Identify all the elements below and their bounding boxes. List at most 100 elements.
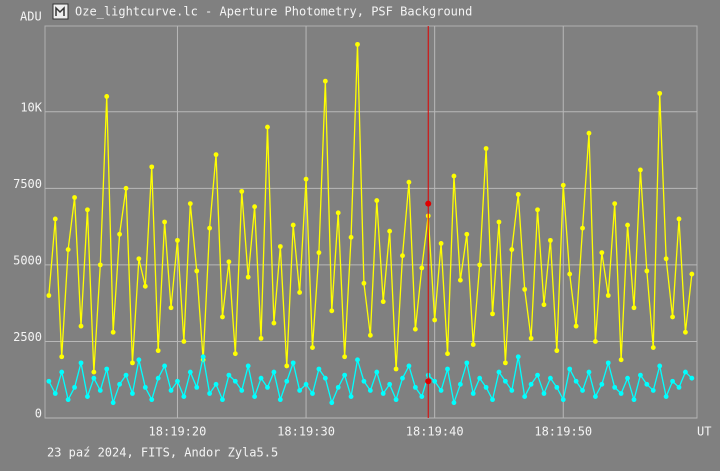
- data-point: [265, 384, 270, 390]
- data-point: [130, 360, 135, 366]
- data-point: [232, 378, 238, 384]
- data-point: [232, 351, 238, 357]
- data-point: [290, 360, 296, 366]
- data-point: [438, 388, 444, 393]
- data-point: [310, 345, 315, 350]
- data-point: [284, 363, 290, 369]
- data-point: [367, 332, 373, 338]
- data-point: [689, 271, 695, 277]
- data-point: [663, 394, 669, 399]
- data-point: [541, 302, 547, 308]
- data-point: [605, 293, 611, 298]
- data-point: [355, 41, 360, 47]
- data-point: [593, 339, 598, 344]
- footer: 23 paź 2024, FITS, Andor Zyla5.5: [47, 446, 278, 460]
- data-point: [689, 375, 695, 381]
- data-point: [149, 397, 155, 403]
- data-point: [567, 271, 573, 277]
- data-point: [657, 90, 663, 96]
- data-point: [213, 381, 219, 387]
- data-point: [683, 369, 688, 375]
- data-point: [110, 329, 116, 335]
- data-point: [644, 381, 650, 387]
- data-point: [136, 256, 142, 262]
- data-point: [547, 237, 553, 243]
- y-tick-label: 2500: [13, 330, 42, 344]
- data-point: [284, 378, 290, 384]
- data-point: [670, 378, 675, 384]
- data-point: [380, 299, 386, 305]
- data-point: [470, 391, 476, 396]
- y-tick-label: 5000: [13, 253, 42, 267]
- data-point: [348, 234, 354, 240]
- data-point: [52, 391, 58, 396]
- data-point: [560, 182, 566, 188]
- data-point: [117, 231, 122, 237]
- data-point: [535, 372, 540, 378]
- data-point: [271, 369, 277, 375]
- data-point: [644, 268, 650, 274]
- data-point: [123, 372, 129, 378]
- data-point: [650, 388, 656, 393]
- data-point: [142, 384, 148, 390]
- y-unit: ADU: [20, 10, 42, 24]
- data-point: [329, 308, 335, 314]
- data-point: [226, 259, 232, 265]
- data-point: [483, 146, 489, 151]
- data-point: [104, 94, 110, 99]
- data-point: [515, 192, 521, 197]
- data-point: [663, 256, 669, 262]
- data-point: [432, 378, 438, 384]
- x-tick-label: 18:19:40: [406, 425, 464, 439]
- data-point: [297, 290, 303, 295]
- data-point: [322, 78, 328, 84]
- data-point: [631, 305, 637, 311]
- data-point: [676, 216, 682, 222]
- data-point: [194, 268, 200, 274]
- data-point: [670, 314, 675, 320]
- x-unit: UT: [697, 425, 711, 439]
- data-point: [490, 397, 495, 403]
- data-point: [541, 391, 547, 396]
- data-point: [258, 375, 264, 381]
- data-point: [586, 130, 592, 136]
- data-point: [239, 388, 245, 393]
- data-point: [451, 400, 457, 406]
- data-point: [277, 397, 283, 403]
- window-title: Oze_lightcurve.lc - Aperture Photometry,…: [75, 5, 472, 19]
- data-point: [419, 394, 425, 399]
- data-point: [322, 375, 328, 381]
- data-point: [509, 388, 515, 393]
- data-point: [175, 378, 180, 384]
- data-point: [625, 222, 630, 228]
- data-point: [560, 397, 566, 403]
- data-point: [618, 357, 624, 363]
- data-point: [72, 195, 77, 200]
- data-point: [91, 369, 97, 375]
- data-point: [438, 241, 444, 246]
- data-point: [162, 363, 167, 369]
- data-point: [52, 216, 58, 222]
- data-point: [625, 375, 630, 381]
- data-point: [316, 366, 322, 372]
- data-point: [554, 384, 560, 390]
- x-tick-label: 18:19:30: [277, 425, 335, 439]
- data-point: [406, 363, 412, 369]
- data-point: [342, 372, 348, 378]
- data-point: [522, 394, 528, 399]
- x-tick-label: 18:19:20: [149, 425, 207, 439]
- data-point: [477, 262, 483, 268]
- data-point: [393, 366, 399, 372]
- data-point: [412, 384, 418, 390]
- data-point: [445, 366, 450, 372]
- data-point: [303, 176, 309, 182]
- data-point: [65, 247, 71, 252]
- data-point: [123, 185, 129, 191]
- data-point: [149, 164, 155, 170]
- data-point: [599, 250, 605, 256]
- data-point: [258, 335, 264, 341]
- data-point: [104, 366, 110, 372]
- data-point: [419, 265, 425, 271]
- data-point: [554, 348, 560, 354]
- data-point: [535, 207, 540, 213]
